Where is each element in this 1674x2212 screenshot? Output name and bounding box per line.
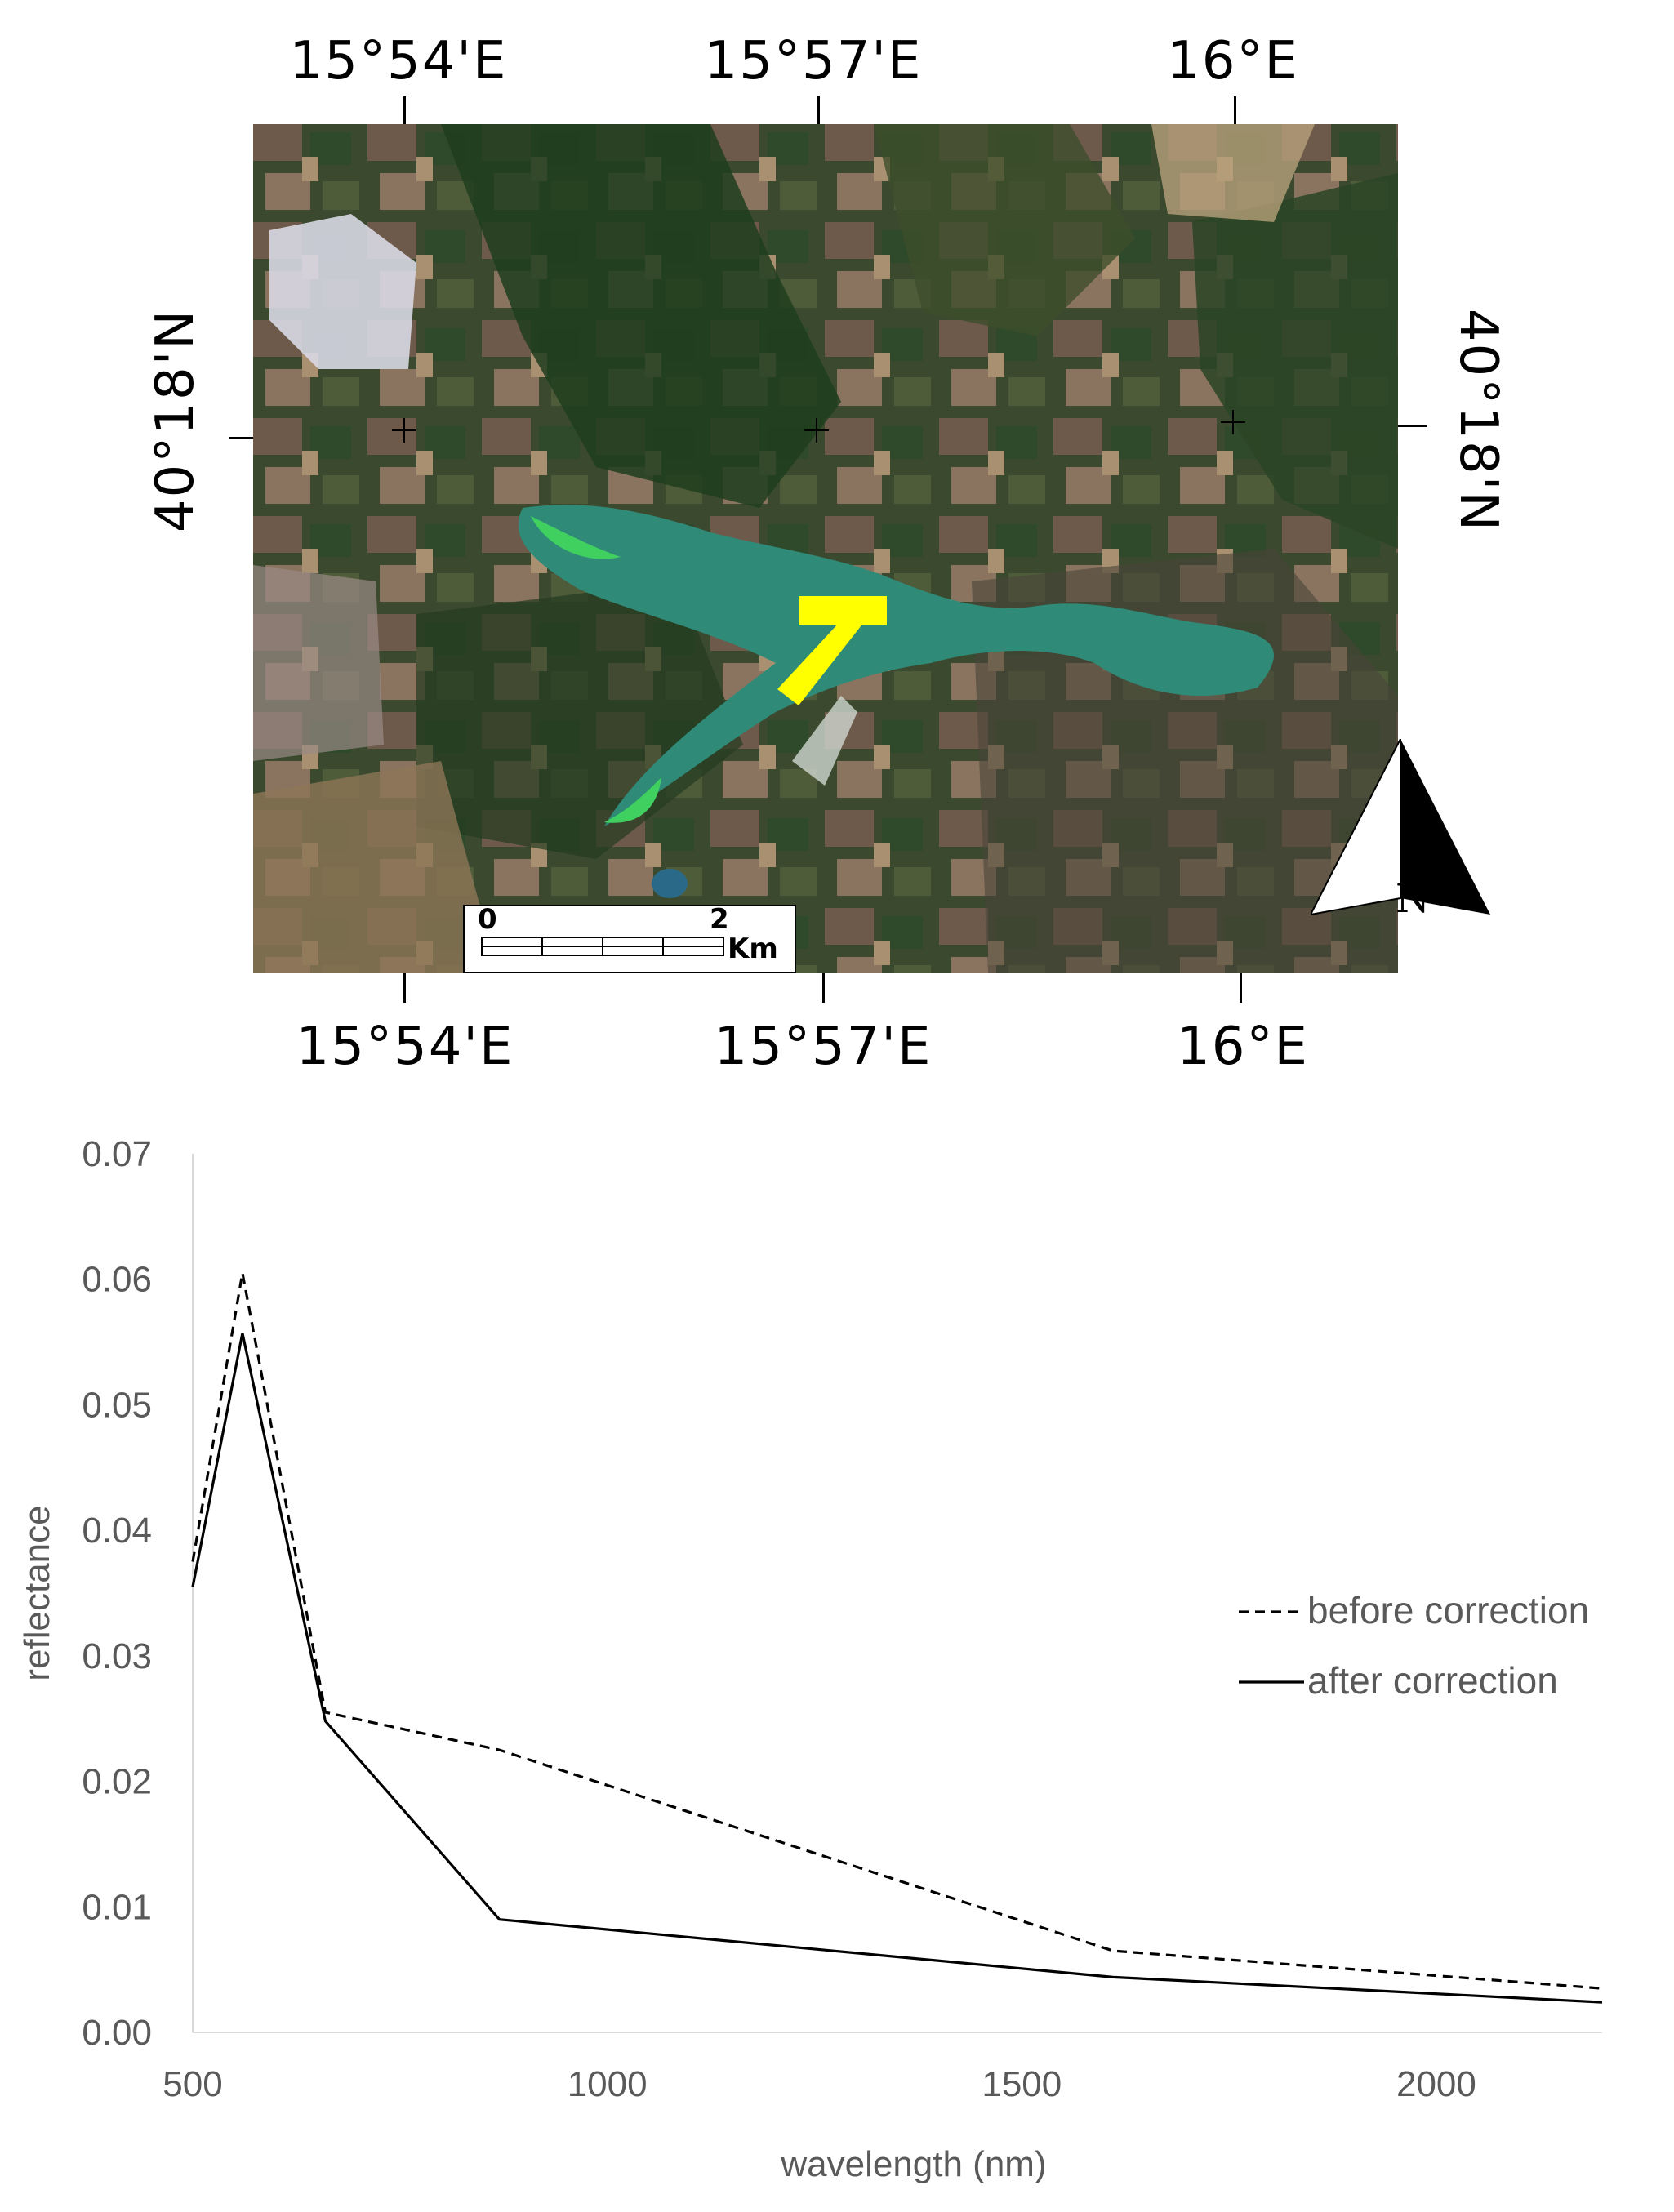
- bottom-tick-1: [403, 973, 406, 1003]
- bottom-tick-3: [1240, 973, 1242, 1003]
- y-tick-label: 0.05: [82, 1385, 152, 1425]
- north-label: N: [1396, 876, 1430, 922]
- y-tick-label: 0.01: [82, 1887, 152, 1927]
- north-arrow-icon: N: [1309, 738, 1490, 923]
- x-axis-ticks: 500 1000 1500 2000: [163, 2064, 1476, 2104]
- scale-bar-graphic: [481, 937, 724, 956]
- reflectance-chart: 0.00 0.01 0.02 0.03 0.04 0.05 0.06 0.07 500 1000…: [0, 1110, 1674, 2212]
- x-tick-label: 500: [163, 2064, 222, 2104]
- top-longitude-label-1: 15°54'E: [289, 31, 508, 91]
- sampling-site-marker: [799, 596, 887, 625]
- x-tick-label: 2000: [1396, 2064, 1476, 2104]
- y-tick-label: 0.03: [82, 1636, 152, 1676]
- scale-bar-end: 2: [710, 903, 729, 936]
- y-axis-title: reflectance: [17, 1505, 57, 1680]
- scale-bar-start: 0: [478, 903, 497, 936]
- bottom-tick-2: [822, 973, 825, 1003]
- bottom-longitude-label-3: 16°E: [1177, 1017, 1309, 1077]
- left-tick: [229, 437, 258, 439]
- scale-bar: 0 2 Km: [463, 903, 796, 973]
- top-tick-1: [403, 96, 406, 126]
- satellite-image: [253, 124, 1398, 973]
- satellite-image-drawing: [253, 124, 1398, 973]
- top-tick-3: [1234, 96, 1236, 126]
- chart-svg: 0.00 0.01 0.02 0.03 0.04 0.05 0.06 0.07 500 1000…: [17, 1134, 1603, 2184]
- series-line-2: [191, 1333, 1603, 2004]
- bottom-longitude-label-2: 15°57'E: [714, 1017, 933, 1077]
- satellite-map-figure: 15°54'E 15°57'E 16°E 40°18'N 40°18'N: [0, 0, 1674, 1094]
- chart-legend: before correction after correction: [1239, 1589, 1589, 1702]
- y-axis-ticks: 0.00 0.01 0.02 0.03 0.04 0.05 0.06 0.07: [82, 1134, 152, 2053]
- right-latitude-label: 40°18'N: [1448, 308, 1508, 533]
- legend-label-2: after correction: [1307, 1659, 1558, 1702]
- y-tick-label: 0.07: [82, 1134, 152, 1174]
- top-tick-2: [817, 96, 820, 126]
- top-longitude-label-2: 15°57'E: [704, 31, 923, 91]
- y-tick-label: 0.06: [82, 1260, 152, 1300]
- legend-label-1: before correction: [1307, 1589, 1589, 1631]
- y-tick-label: 0.04: [82, 1511, 152, 1551]
- top-longitude-label-3: 16°E: [1167, 31, 1299, 91]
- x-tick-label: 1500: [982, 2064, 1062, 2104]
- y-tick-label: 0.02: [82, 1762, 152, 1802]
- scale-bar-unit: Km: [728, 932, 778, 965]
- series-group: [191, 1272, 1603, 2004]
- right-tick: [1398, 425, 1427, 427]
- x-tick-label: 1000: [568, 2064, 648, 2104]
- x-axis-title: wavelength (nm): [780, 2144, 1046, 2184]
- y-tick-label: 0.00: [82, 2013, 152, 2053]
- bottom-longitude-label-1: 15°54'E: [296, 1017, 514, 1077]
- left-latitude-label: 40°18'N: [145, 308, 206, 533]
